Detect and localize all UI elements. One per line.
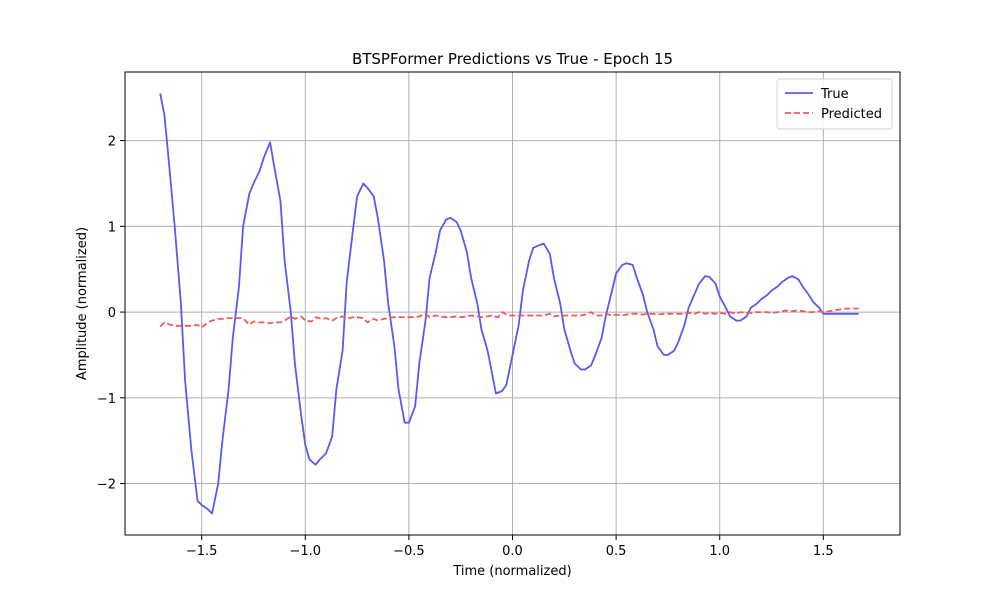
legend-label-true: True	[820, 87, 849, 102]
chart-title: BTSPFormer Predictions vs True - Epoch 1…	[352, 50, 673, 68]
x-axis-label: Time (normalized)	[452, 564, 571, 579]
legend-box	[776, 78, 893, 130]
y-axis-label: Amplitude (normalized)	[75, 227, 90, 380]
y-tick-label: −1	[97, 392, 116, 407]
y-axis: −2 −1 0 1 2	[97, 135, 125, 493]
x-tick-label: 0.0	[502, 544, 523, 559]
y-tick-label: 0	[108, 306, 116, 321]
series-line-predicted	[159, 307, 859, 329]
series-line-true	[159, 93, 859, 515]
legend: True Predicted	[776, 78, 893, 130]
y-tick-label: 1	[108, 220, 116, 235]
y-tick-label: 2	[108, 135, 116, 150]
x-tick-label: −1.0	[289, 544, 321, 559]
y-tick-label: −2	[97, 478, 116, 493]
x-axis: −1.5 −1.0 −0.5 0.0 0.5 1.0 1.5	[186, 535, 834, 559]
x-tick-label: −1.5	[186, 544, 218, 559]
x-tick-label: 0.5	[606, 544, 627, 559]
x-tick-label: 1.5	[813, 544, 834, 559]
legend-label-predicted: Predicted	[821, 107, 882, 122]
x-tick-label: −0.5	[393, 544, 425, 559]
grid	[125, 72, 900, 535]
x-tick-label: 1.0	[709, 544, 730, 559]
series-group	[159, 93, 859, 515]
